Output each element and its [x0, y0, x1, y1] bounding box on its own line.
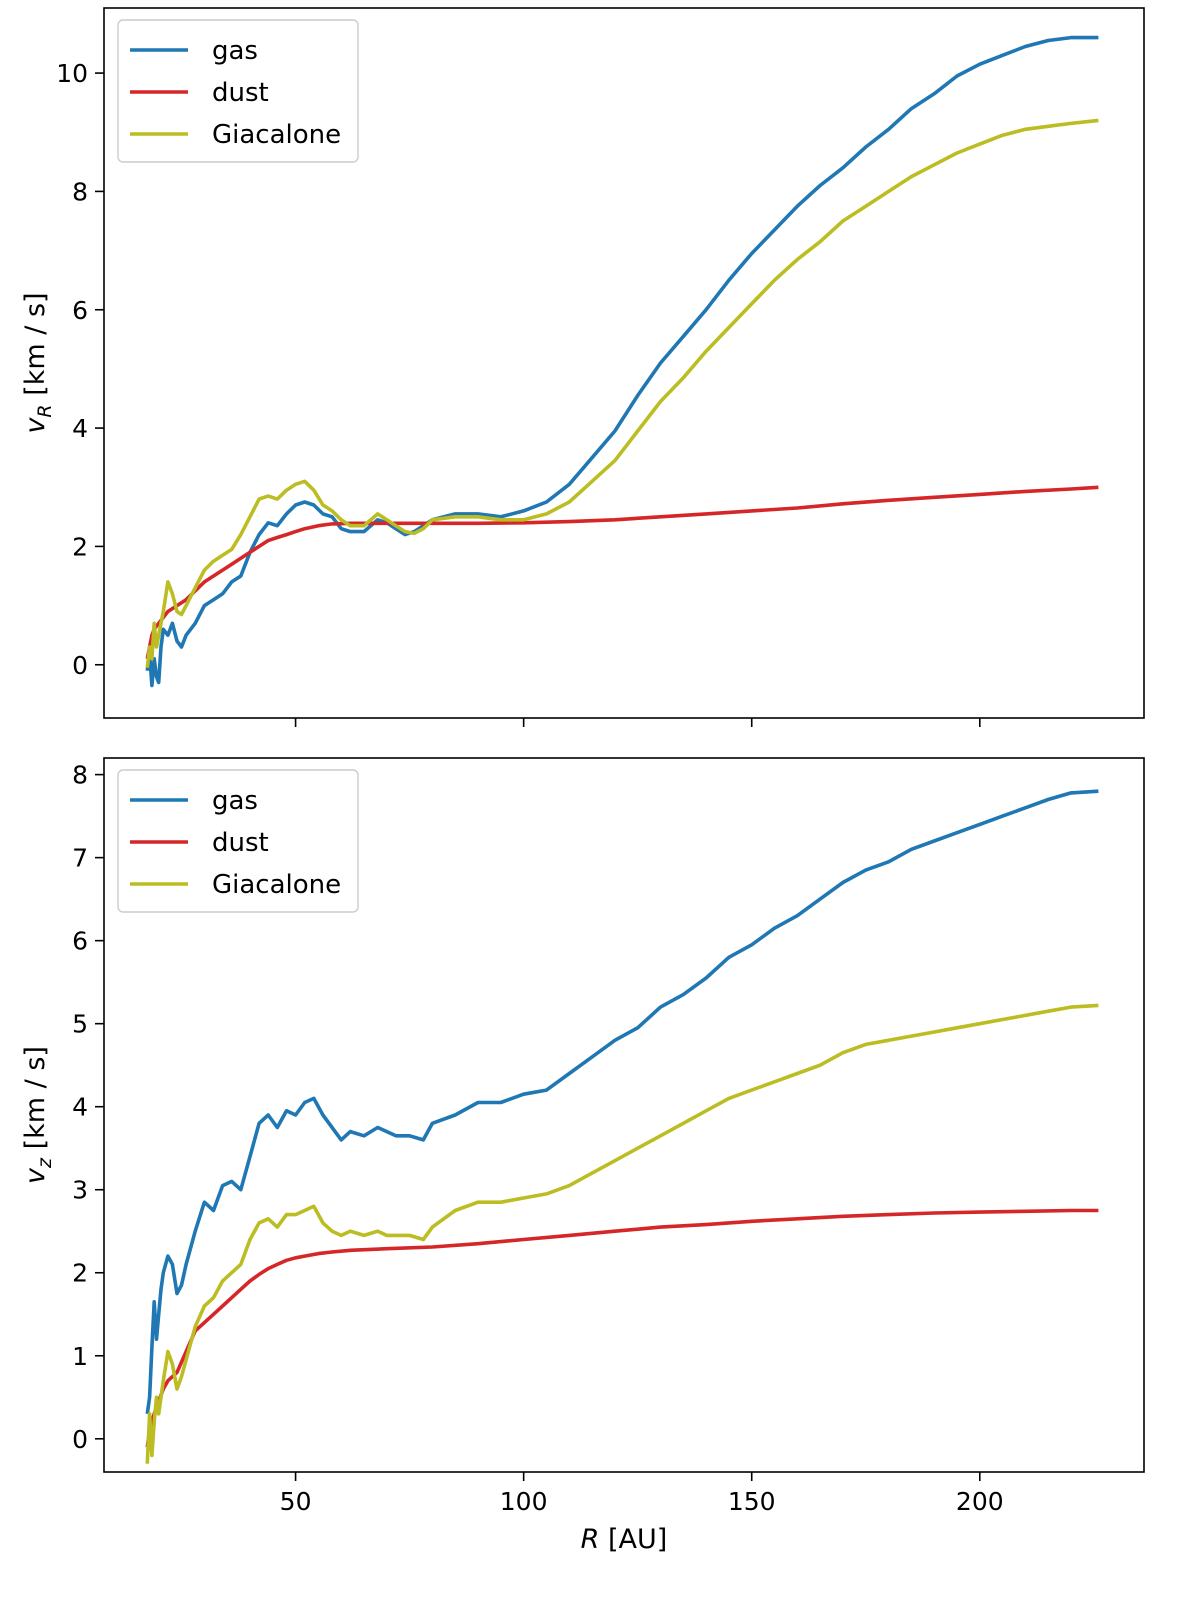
vr-ytick-label: 6 [72, 296, 88, 325]
vr-legend-label-giacalone: Giacalone [212, 120, 341, 150]
vr-series-group [145, 35, 1099, 688]
vr-series-line-gas [145, 35, 1099, 688]
vz-axes-frame [103, 757, 1145, 1473]
vz-xtick-label: 50 [280, 1487, 312, 1516]
vz-xtick-label: 100 [500, 1487, 548, 1516]
vz-xlabel: R [AU] [581, 1524, 668, 1555]
vz-series-line-gas [145, 789, 1099, 1415]
vz-ytick-label: 8 [72, 761, 88, 790]
vz-ytick-label: 5 [72, 1010, 88, 1039]
vr-series-line-giacalone [145, 118, 1099, 668]
vz-legend: gas dust Giacalone [117, 769, 359, 913]
vz-ytick-label: 6 [72, 927, 88, 956]
vz-ytick-label: 7 [72, 844, 88, 873]
vr-legend-label-gas: gas [212, 36, 258, 66]
vr-legend: gas dust Giacalone [117, 19, 359, 163]
vz-legend-box [117, 769, 359, 913]
vz-legend-label-dust: dust [212, 828, 269, 858]
vz-ytick-label: 2 [72, 1259, 88, 1288]
vz-legend-label-giacalone: Giacalone [212, 870, 341, 900]
vr-legend-box [117, 19, 359, 163]
vz-panel: 50 100 150 200 0 1 2 3 4 5 6 7 8 vz [km / s] R [AU] gas… [20, 757, 1145, 1555]
vz-ytick-label: 1 [72, 1342, 88, 1371]
vz-ytick-label: 3 [72, 1176, 88, 1205]
vz-xtick-label: 150 [728, 1487, 776, 1516]
vr-ytick-label: 8 [72, 177, 88, 206]
vz-ylabel: vz [km / s] [20, 1046, 56, 1184]
vz-series-group [145, 789, 1099, 1464]
vr-ytick-label: 0 [72, 651, 88, 680]
vz-series-line-giacalone [145, 1003, 1099, 1464]
vz-xtick-label: 200 [956, 1487, 1004, 1516]
vz-ytick-label: 0 [72, 1425, 88, 1454]
vr-ytick-label: 2 [72, 532, 88, 561]
vr-ylabel: vR [km / s] [20, 292, 56, 433]
vr-axes-frame [103, 7, 1145, 719]
vz-ytick-label: 4 [72, 1093, 88, 1122]
vr-panel: 0 2 4 6 8 10 vR [km / s] gas dust Giacalone [20, 7, 1145, 727]
vr-legend-label-dust: dust [212, 78, 269, 108]
vz-legend-label-gas: gas [212, 786, 258, 816]
vr-ytick-label: 10 [56, 59, 88, 88]
vr-ytick-label: 4 [72, 414, 88, 443]
